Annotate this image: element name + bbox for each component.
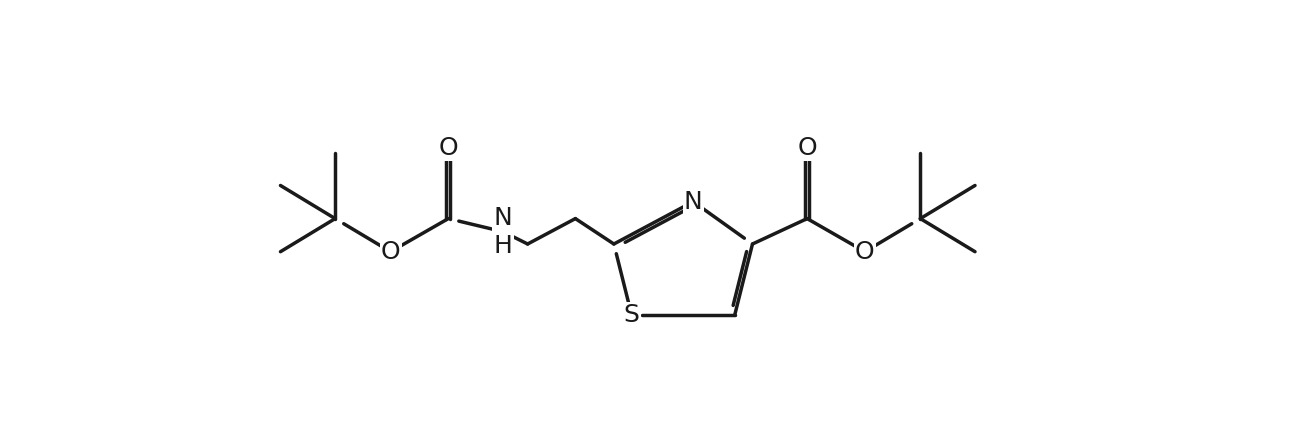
Text: O: O — [855, 240, 875, 264]
Text: O: O — [438, 136, 458, 160]
Text: N
H: N H — [493, 206, 513, 258]
Text: O: O — [380, 240, 400, 264]
Text: O: O — [798, 136, 817, 160]
Text: S: S — [623, 303, 639, 327]
Text: N: N — [684, 190, 702, 213]
